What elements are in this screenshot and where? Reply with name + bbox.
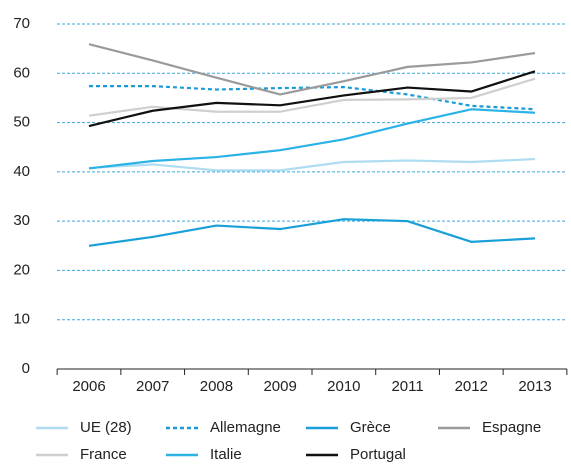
x-tick-label: 2013 — [518, 378, 551, 395]
legend-label: France — [80, 446, 127, 463]
series-line — [88, 77, 536, 117]
y-tick-label: 50 — [13, 114, 30, 131]
legend-label: Italie — [210, 446, 242, 463]
y-tick-label: 30 — [13, 212, 30, 229]
x-tick-label: 2012 — [455, 378, 488, 395]
x-tick-label: 2006 — [72, 378, 105, 395]
y-tick-label: 70 — [13, 15, 30, 32]
x-tick-label: 2011 — [391, 378, 423, 395]
x-tick-label: 2009 — [263, 378, 296, 395]
x-tick-label: 2010 — [327, 378, 360, 395]
x-tick-label: 2008 — [200, 378, 233, 395]
y-tick-label: 10 — [13, 311, 30, 328]
series-line — [88, 43, 536, 96]
legend-label: UE (28) — [80, 419, 132, 436]
legend-label: Allemagne — [210, 419, 281, 436]
y-tick-label: 0 — [22, 360, 30, 377]
series-line — [89, 85, 536, 111]
y-tick-label: 40 — [13, 163, 30, 180]
x-tick-label: 2007 — [136, 378, 169, 395]
series-line — [88, 108, 536, 170]
y-tick-label: 60 — [13, 64, 30, 81]
legend-label: Portugal — [350, 446, 406, 463]
y-tick-label: 20 — [13, 261, 30, 278]
legend-label: Grèce — [350, 419, 391, 436]
series-line — [88, 70, 536, 128]
legend-label: Espagne — [482, 419, 541, 436]
series-line — [88, 218, 536, 247]
series-line — [88, 157, 536, 172]
